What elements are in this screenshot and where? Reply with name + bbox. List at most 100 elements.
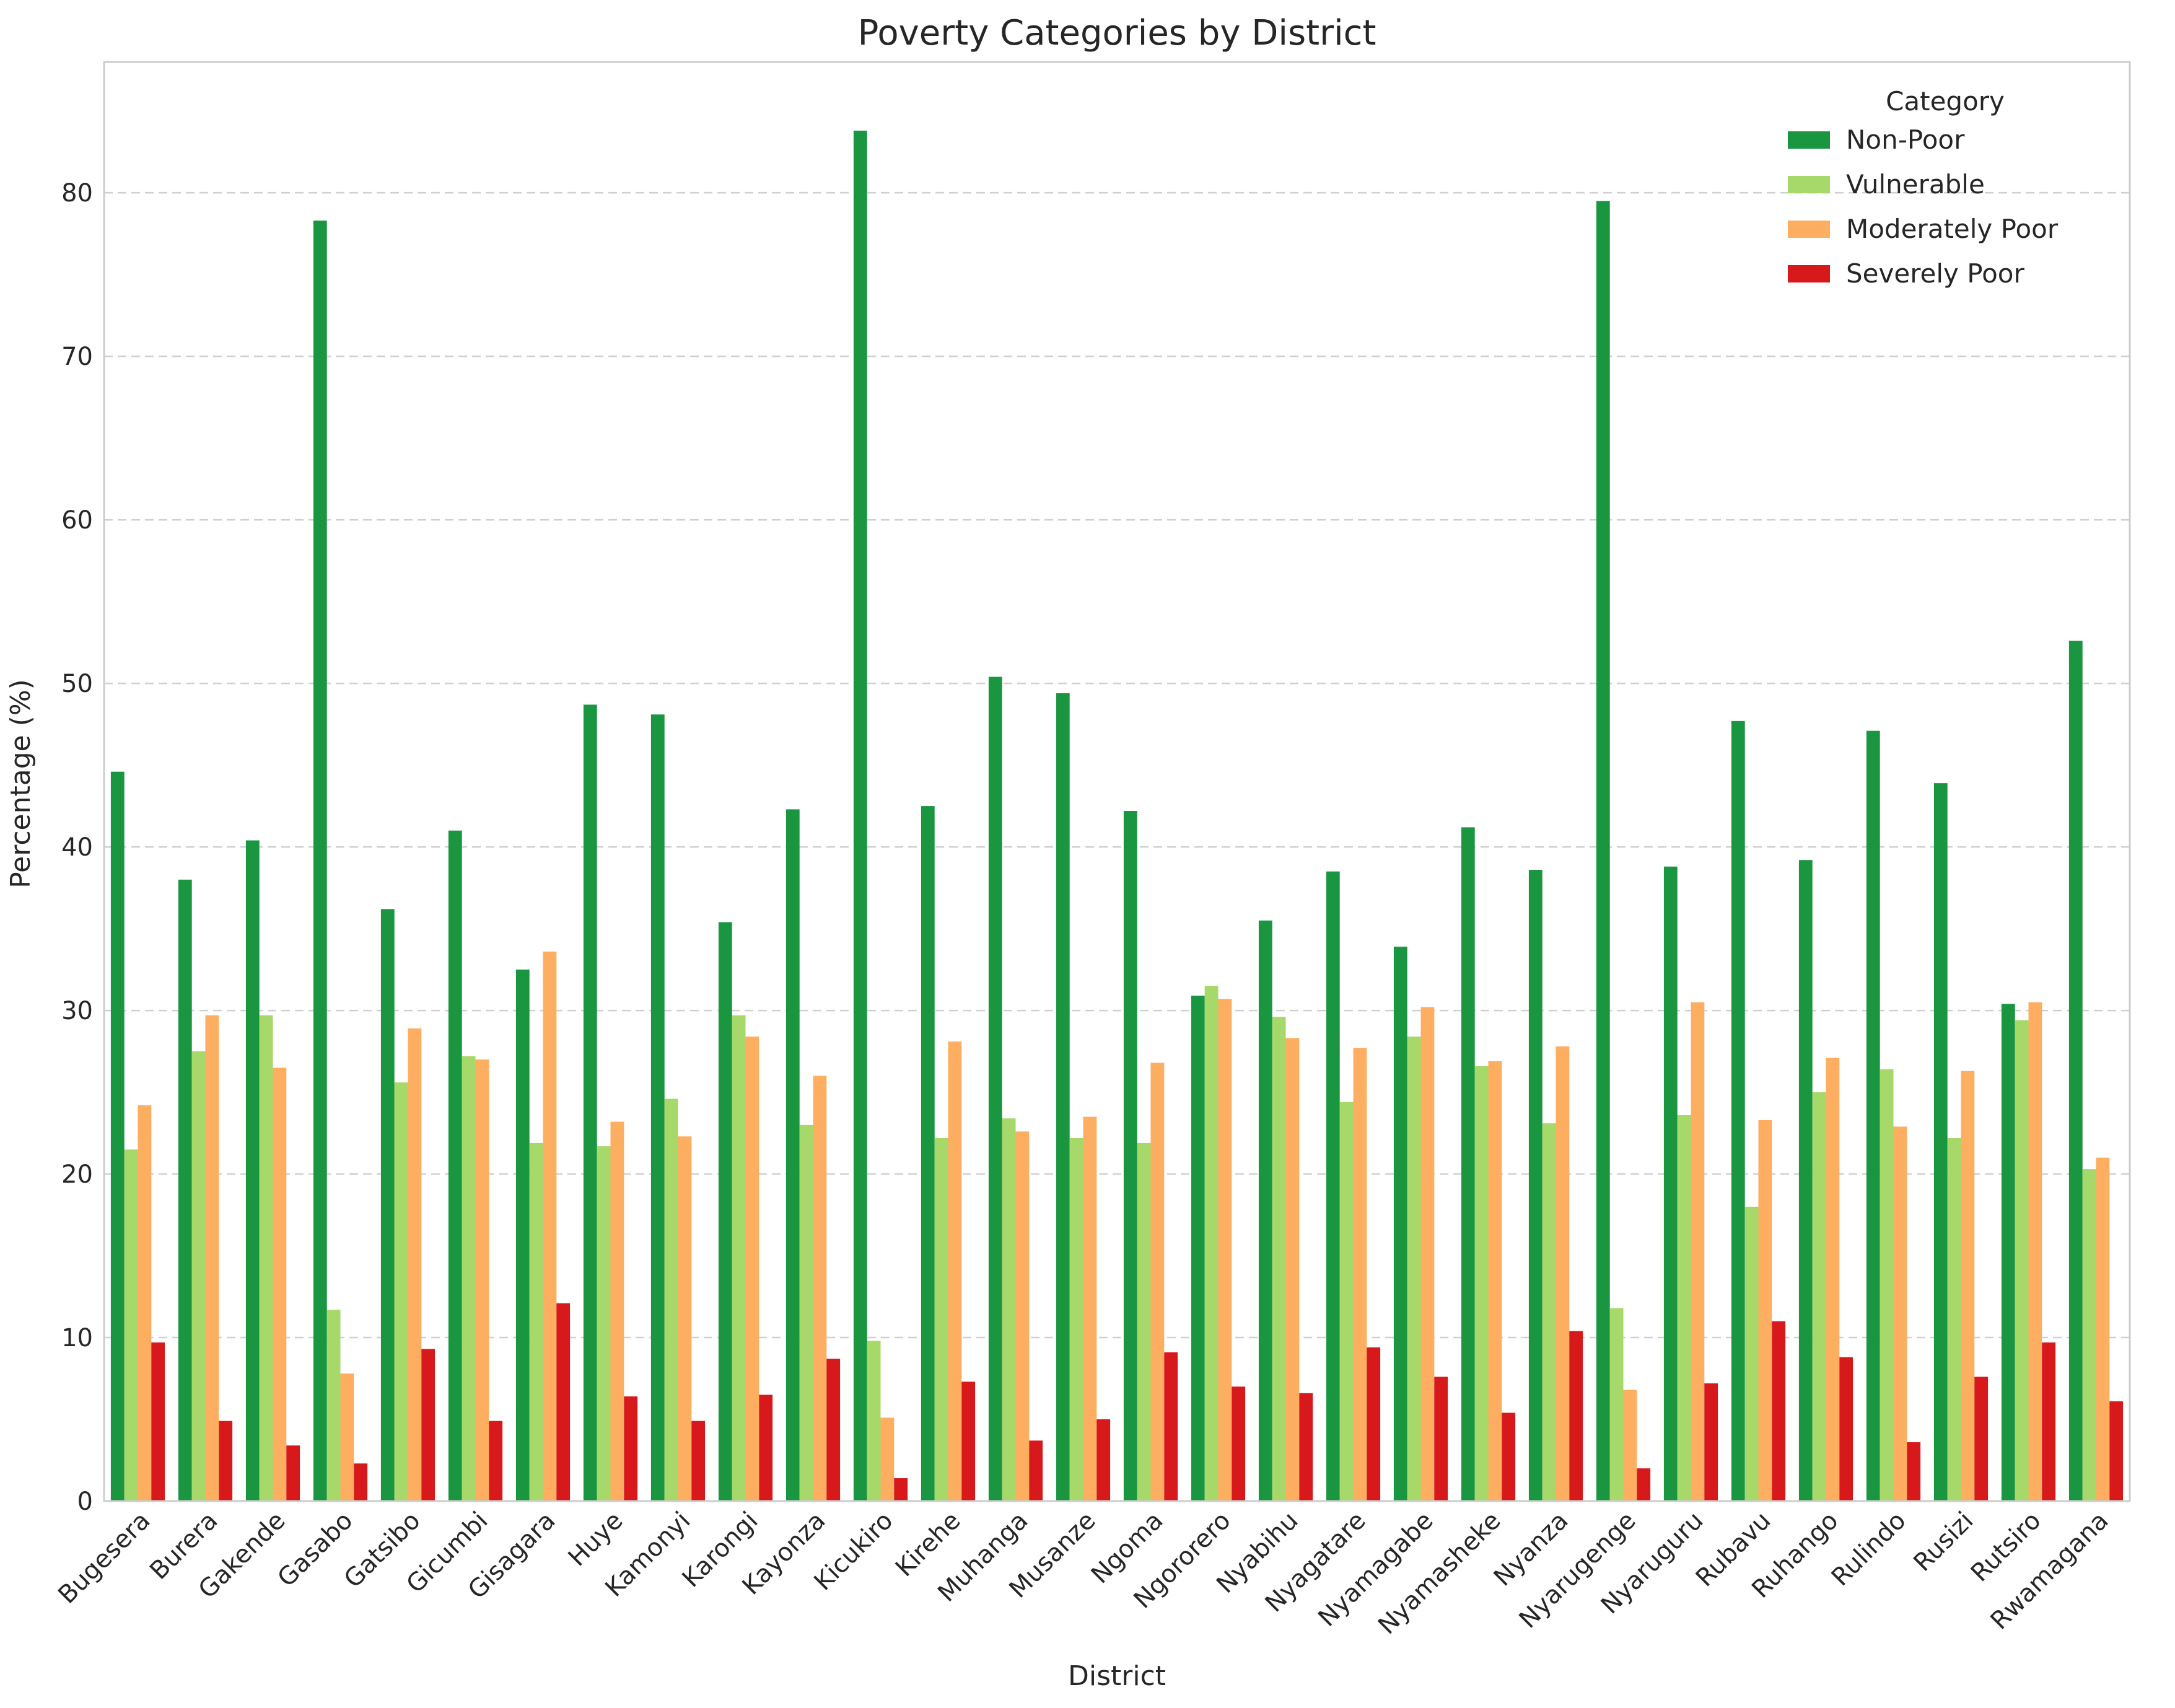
legend-label: Non-Poor — [1846, 125, 1965, 155]
bar-severely-poor — [1974, 1377, 1989, 1501]
bar-moderately-poor — [1218, 999, 1232, 1501]
bar-vulnerable — [259, 1015, 273, 1501]
bar-moderately-poor — [1758, 1119, 1772, 1501]
legend-title: Category — [1886, 86, 2005, 116]
bar-vulnerable — [934, 1137, 948, 1501]
bar-severely-poor — [1907, 1442, 1921, 1501]
bar-non-poor — [988, 677, 1002, 1501]
bar-vulnerable — [732, 1015, 746, 1501]
bar-severely-poor — [489, 1421, 503, 1501]
gridlines — [104, 191, 2130, 1339]
y-tick-label: 60 — [61, 506, 93, 535]
bar-non-poor — [1596, 201, 1610, 1502]
bar-vulnerable — [2082, 1169, 2096, 1501]
bar-non-poor — [1258, 920, 1272, 1501]
bar-non-poor — [1663, 866, 1678, 1501]
bar-severely-poor — [1232, 1386, 1246, 1501]
legend-swatch — [1788, 221, 1830, 238]
bar-severely-poor — [1029, 1440, 1043, 1501]
x-tick-label: Nyarugenge — [1514, 1507, 1642, 1634]
bar-moderately-poor — [1826, 1058, 1840, 1501]
bar-vulnerable — [1002, 1118, 1016, 1501]
bar-vulnerable — [1474, 1066, 1489, 1501]
bar-non-poor — [1393, 947, 1407, 1501]
bar-moderately-poor — [1083, 1116, 1097, 1501]
bar-moderately-poor — [813, 1075, 827, 1501]
bar-severely-poor — [1299, 1393, 1313, 1501]
y-tick-label: 0 — [77, 1487, 93, 1516]
bar-severely-poor — [1569, 1331, 1583, 1501]
bar-moderately-poor — [610, 1121, 624, 1501]
bar-non-poor — [448, 830, 462, 1501]
bar-non-poor — [786, 809, 800, 1501]
y-tick-label: 30 — [61, 997, 93, 1025]
bar-non-poor — [1731, 720, 1745, 1501]
bar-moderately-poor — [2096, 1157, 2110, 1501]
bar-vulnerable — [394, 1082, 408, 1501]
bar-moderately-poor — [2028, 1002, 2042, 1501]
bar-severely-poor — [759, 1395, 773, 1501]
y-tick-label: 50 — [61, 670, 93, 698]
bar-vulnerable — [529, 1142, 543, 1501]
legend-swatch — [1788, 176, 1830, 193]
legend-label: Vulnerable — [1846, 169, 1985, 199]
x-tick-label: Nyamasheke — [1373, 1507, 1506, 1640]
bar-moderately-poor — [1285, 1038, 1300, 1501]
bar-moderately-poor — [273, 1067, 287, 1501]
bar-non-poor — [2001, 1004, 2015, 1501]
bar-non-poor — [1528, 870, 1543, 1501]
bar-vulnerable — [2015, 1020, 2029, 1501]
bar-vulnerable — [462, 1056, 476, 1501]
bar-severely-poor — [219, 1421, 233, 1501]
bar-vulnerable — [1609, 1308, 1624, 1501]
bar-non-poor — [853, 130, 867, 1502]
legend-items: Non-Poor Vulnerable Moderately Poor Severel… — [1788, 125, 2059, 289]
bar-severely-poor — [894, 1478, 908, 1501]
bar-moderately-poor — [948, 1041, 962, 1501]
legend: Category Non-Poor Vulnerable Moderately Po… — [1788, 86, 2059, 289]
bar-non-poor — [650, 714, 665, 1501]
bar-non-poor — [380, 909, 395, 1501]
bar-vulnerable — [191, 1051, 206, 1501]
bar-non-poor — [1123, 811, 1137, 1501]
legend-swatch — [1788, 131, 1830, 149]
legend-label: Severely Poor — [1846, 258, 2024, 289]
bar-non-poor — [1056, 693, 1070, 1501]
bar-severely-poor — [286, 1445, 300, 1501]
y-tick-label: 40 — [61, 833, 93, 862]
x-tick-label: Bugesera — [53, 1507, 155, 1609]
bar-moderately-poor — [1353, 1048, 1367, 1501]
bar-non-poor — [515, 970, 530, 1501]
bar-moderately-poor — [1556, 1046, 1570, 1501]
bar-vulnerable — [1204, 986, 1219, 1501]
bar-severely-poor — [826, 1359, 841, 1501]
bar-severely-poor — [354, 1463, 368, 1501]
bar-non-poor — [2068, 641, 2083, 1501]
bar-severely-poor — [556, 1303, 571, 1501]
y-tick-label: 80 — [61, 179, 93, 208]
bar-non-poor — [583, 704, 597, 1501]
bar-non-poor — [1326, 871, 1340, 1501]
bar-vulnerable — [1407, 1036, 1421, 1501]
bar-moderately-poor — [1488, 1061, 1502, 1501]
bar-non-poor — [1933, 783, 1948, 1501]
bar-severely-poor — [1434, 1377, 1448, 1501]
bar-vulnerable — [1272, 1017, 1286, 1501]
bar-moderately-poor — [138, 1105, 152, 1501]
y-tick-label: 70 — [61, 343, 93, 371]
bar-non-poor — [1191, 996, 1205, 1501]
bar-severely-poor — [1164, 1352, 1178, 1501]
chart-title: Poverty Categories by District — [858, 13, 1376, 53]
bar-severely-poor — [1637, 1468, 1651, 1501]
bar-moderately-poor — [1623, 1390, 1637, 1501]
bar-non-poor — [1866, 730, 1880, 1501]
bar-vulnerable — [1677, 1115, 1691, 1501]
bar-severely-poor — [2109, 1401, 2124, 1501]
y-axis-label: Percentage (%) — [5, 679, 37, 888]
bar-moderately-poor — [475, 1059, 489, 1501]
bar-vulnerable — [326, 1310, 341, 1501]
bar-non-poor — [1798, 860, 1813, 1501]
bar-vulnerable — [597, 1146, 611, 1501]
bar-non-poor — [110, 771, 125, 1501]
bar-severely-poor — [624, 1396, 638, 1501]
